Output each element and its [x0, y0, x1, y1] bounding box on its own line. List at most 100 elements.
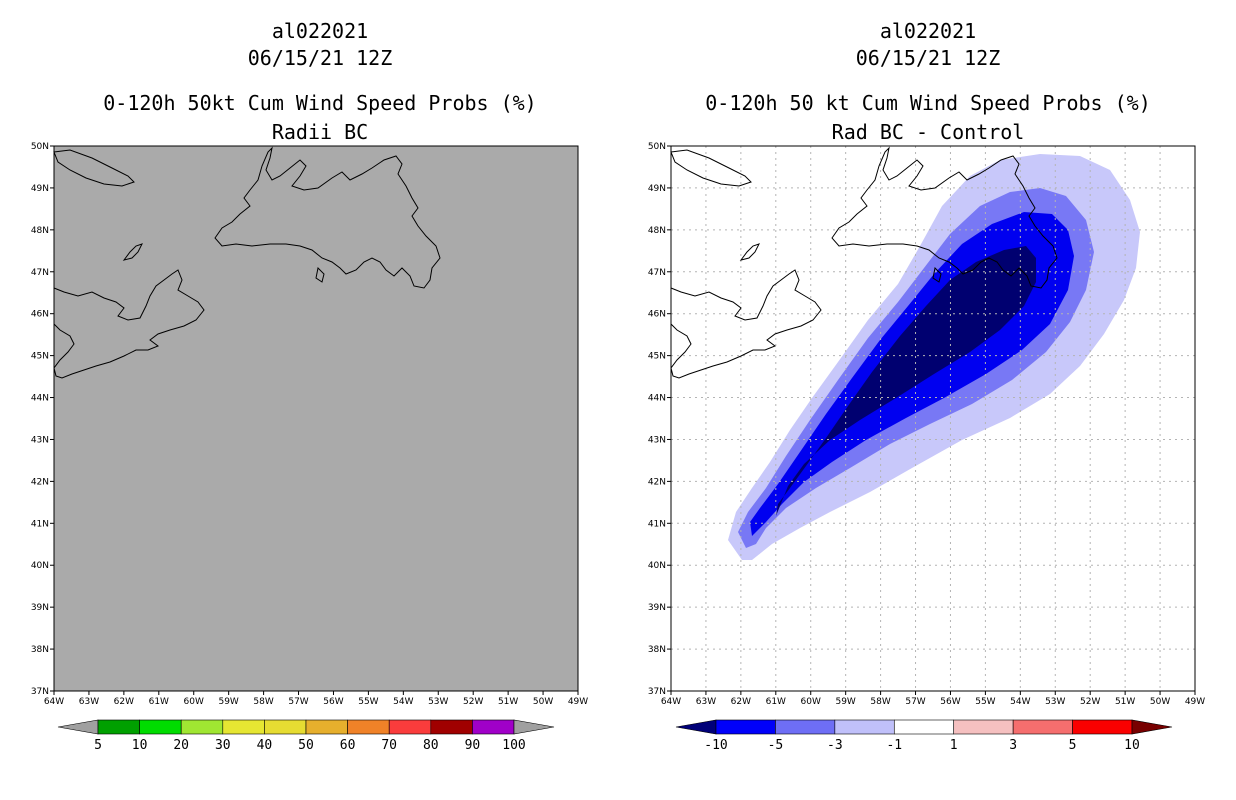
right-colorbar-label: 3 [1009, 738, 1017, 753]
left-lon-label: 51W [498, 697, 518, 707]
left-lon-label: 57W [288, 697, 308, 707]
left-lat-label: 37N [31, 687, 49, 697]
left-product-title: 0-120h 50kt Cum Wind Speed Probs (%) [103, 91, 537, 115]
right-colorbar-swatch [953, 719, 1014, 735]
left-colorbar-under-arrow [57, 719, 99, 735]
left-lon-label: 49W [568, 697, 588, 707]
left-colorbar-label: 40 [257, 738, 273, 753]
left-lat-label: 45N [31, 352, 49, 362]
left-colorbar-label: 10 [132, 738, 148, 753]
right-colorbar-label: -3 [827, 738, 843, 753]
right-lat-label: 48N [648, 226, 666, 236]
left-lat-label: 42N [31, 477, 49, 487]
right-colorbar-swatch [1072, 719, 1133, 735]
left-lat-label: 40N [31, 561, 49, 571]
left-map-frame [53, 145, 579, 692]
left-lon-label: 59W [218, 697, 238, 707]
right-colorbar-over-arrow [1131, 719, 1173, 735]
left-lat-label: 46N [31, 310, 49, 320]
left-colorbar-swatch [264, 719, 307, 735]
left-lon-label: 63W [79, 697, 99, 707]
left-lat-label: 49N [31, 184, 49, 194]
left-lat-label: 47N [31, 268, 49, 278]
right-colorbar-label: -10 [704, 738, 727, 753]
right-lon-label: 50W [1150, 697, 1170, 707]
right-colorbar-label: 10 [1124, 738, 1140, 753]
left-lon-label: 58W [253, 697, 273, 707]
left-colorbar-swatch [388, 719, 432, 735]
left-lon-label: 64W [44, 697, 64, 707]
right-lat-label: 40N [648, 561, 666, 571]
right-lat-label: 50N [648, 142, 666, 152]
right-datetime: 06/15/21 12Z [855, 46, 1001, 70]
right-lat-label: 41N [648, 519, 666, 529]
right-lon-label: 64W [661, 697, 681, 707]
right-lat-label: 49N [648, 184, 666, 194]
left-lat-label: 43N [31, 435, 49, 445]
right-lon-label: 63W [696, 697, 716, 707]
left-colorbar-label: 20 [173, 738, 189, 753]
left-datetime: 06/15/21 12Z [247, 46, 393, 70]
right-colorbar-swatch [834, 719, 895, 735]
left-colorbar: 5 10 20 30 40 50 60 70 80 90 100 [57, 719, 555, 753]
left-colorbar-swatch [305, 719, 348, 735]
right-colorbar-label: -5 [768, 738, 784, 753]
right-colorbar-under-arrow [675, 719, 717, 735]
left-colorbar-label: 100 [502, 738, 525, 753]
right-lon-label: 56W [940, 697, 960, 707]
right-colorbar-swatch [1012, 719, 1073, 735]
right-colorbar-swatch [715, 719, 776, 735]
left-colorbar-swatch [222, 719, 265, 735]
right-lon-label: 54W [1010, 697, 1030, 707]
left-colorbar-swatch [139, 719, 182, 735]
left-lon-label: 53W [428, 697, 448, 707]
left-colorbar-swatch [97, 719, 140, 735]
right-map-gridlines [671, 146, 1195, 691]
right-subtitle: Rad BC - Control [831, 120, 1025, 144]
right-colorbar: -10 -5 -3 -1 1 3 5 10 [675, 719, 1173, 753]
left-lat-label: 44N [31, 394, 49, 404]
left-colorbar-label: 90 [465, 738, 481, 753]
left-colorbar-label: 80 [423, 738, 439, 753]
right-lon-label: 60W [801, 697, 821, 707]
left-lon-label: 56W [323, 697, 343, 707]
left-storm-id: al022021 [271, 19, 369, 43]
right-lon-label: 55W [975, 697, 995, 707]
left-colorbar-label: 60 [340, 738, 356, 753]
right-storm-id: al022021 [879, 19, 977, 43]
right-lat-label: 44N [648, 394, 666, 404]
right-lat-label: 39N [648, 603, 666, 613]
right-product-title: 0-120h 50 kt Cum Wind Speed Probs (%) [705, 91, 1151, 115]
left-lat-label: 41N [31, 519, 49, 529]
right-lat-label: 45N [648, 352, 666, 362]
left-subtitle: Radii BC [271, 120, 369, 144]
right-lon-label: 59W [835, 697, 855, 707]
right-lon-label: 62W [731, 697, 751, 707]
right-lat-label: 46N [648, 310, 666, 320]
right-lat-label: 38N [648, 645, 666, 655]
left-lat-label: 48N [31, 226, 49, 236]
right-map-frame [670, 145, 1196, 692]
right-colorbar-label: -1 [886, 738, 902, 753]
right-lon-label: 51W [1115, 697, 1135, 707]
left-lon-label: 55W [358, 697, 378, 707]
right-colorbar-label: 5 [1069, 738, 1077, 753]
right-lon-label: 53W [1045, 697, 1065, 707]
left-colorbar-label: 5 [94, 738, 102, 753]
left-map-field [54, 146, 578, 691]
right-colorbar-swatch [893, 719, 955, 735]
left-colorbar-swatch [430, 719, 473, 735]
left-lon-label: 62W [114, 697, 134, 707]
left-lon-label: 50W [533, 697, 553, 707]
left-colorbar-swatch [180, 719, 224, 735]
left-lon-label: 60W [184, 697, 204, 707]
right-lon-label: 61W [766, 697, 786, 707]
left-colorbar-over-arrow [513, 719, 555, 735]
left-lon-label: 52W [463, 697, 483, 707]
right-lon-label: 49W [1185, 697, 1205, 707]
right-lat-label: 37N [648, 687, 666, 697]
left-colorbar-label: 70 [381, 738, 397, 753]
left-colorbar-label: 50 [298, 738, 314, 753]
right-lat-label: 42N [648, 477, 666, 487]
